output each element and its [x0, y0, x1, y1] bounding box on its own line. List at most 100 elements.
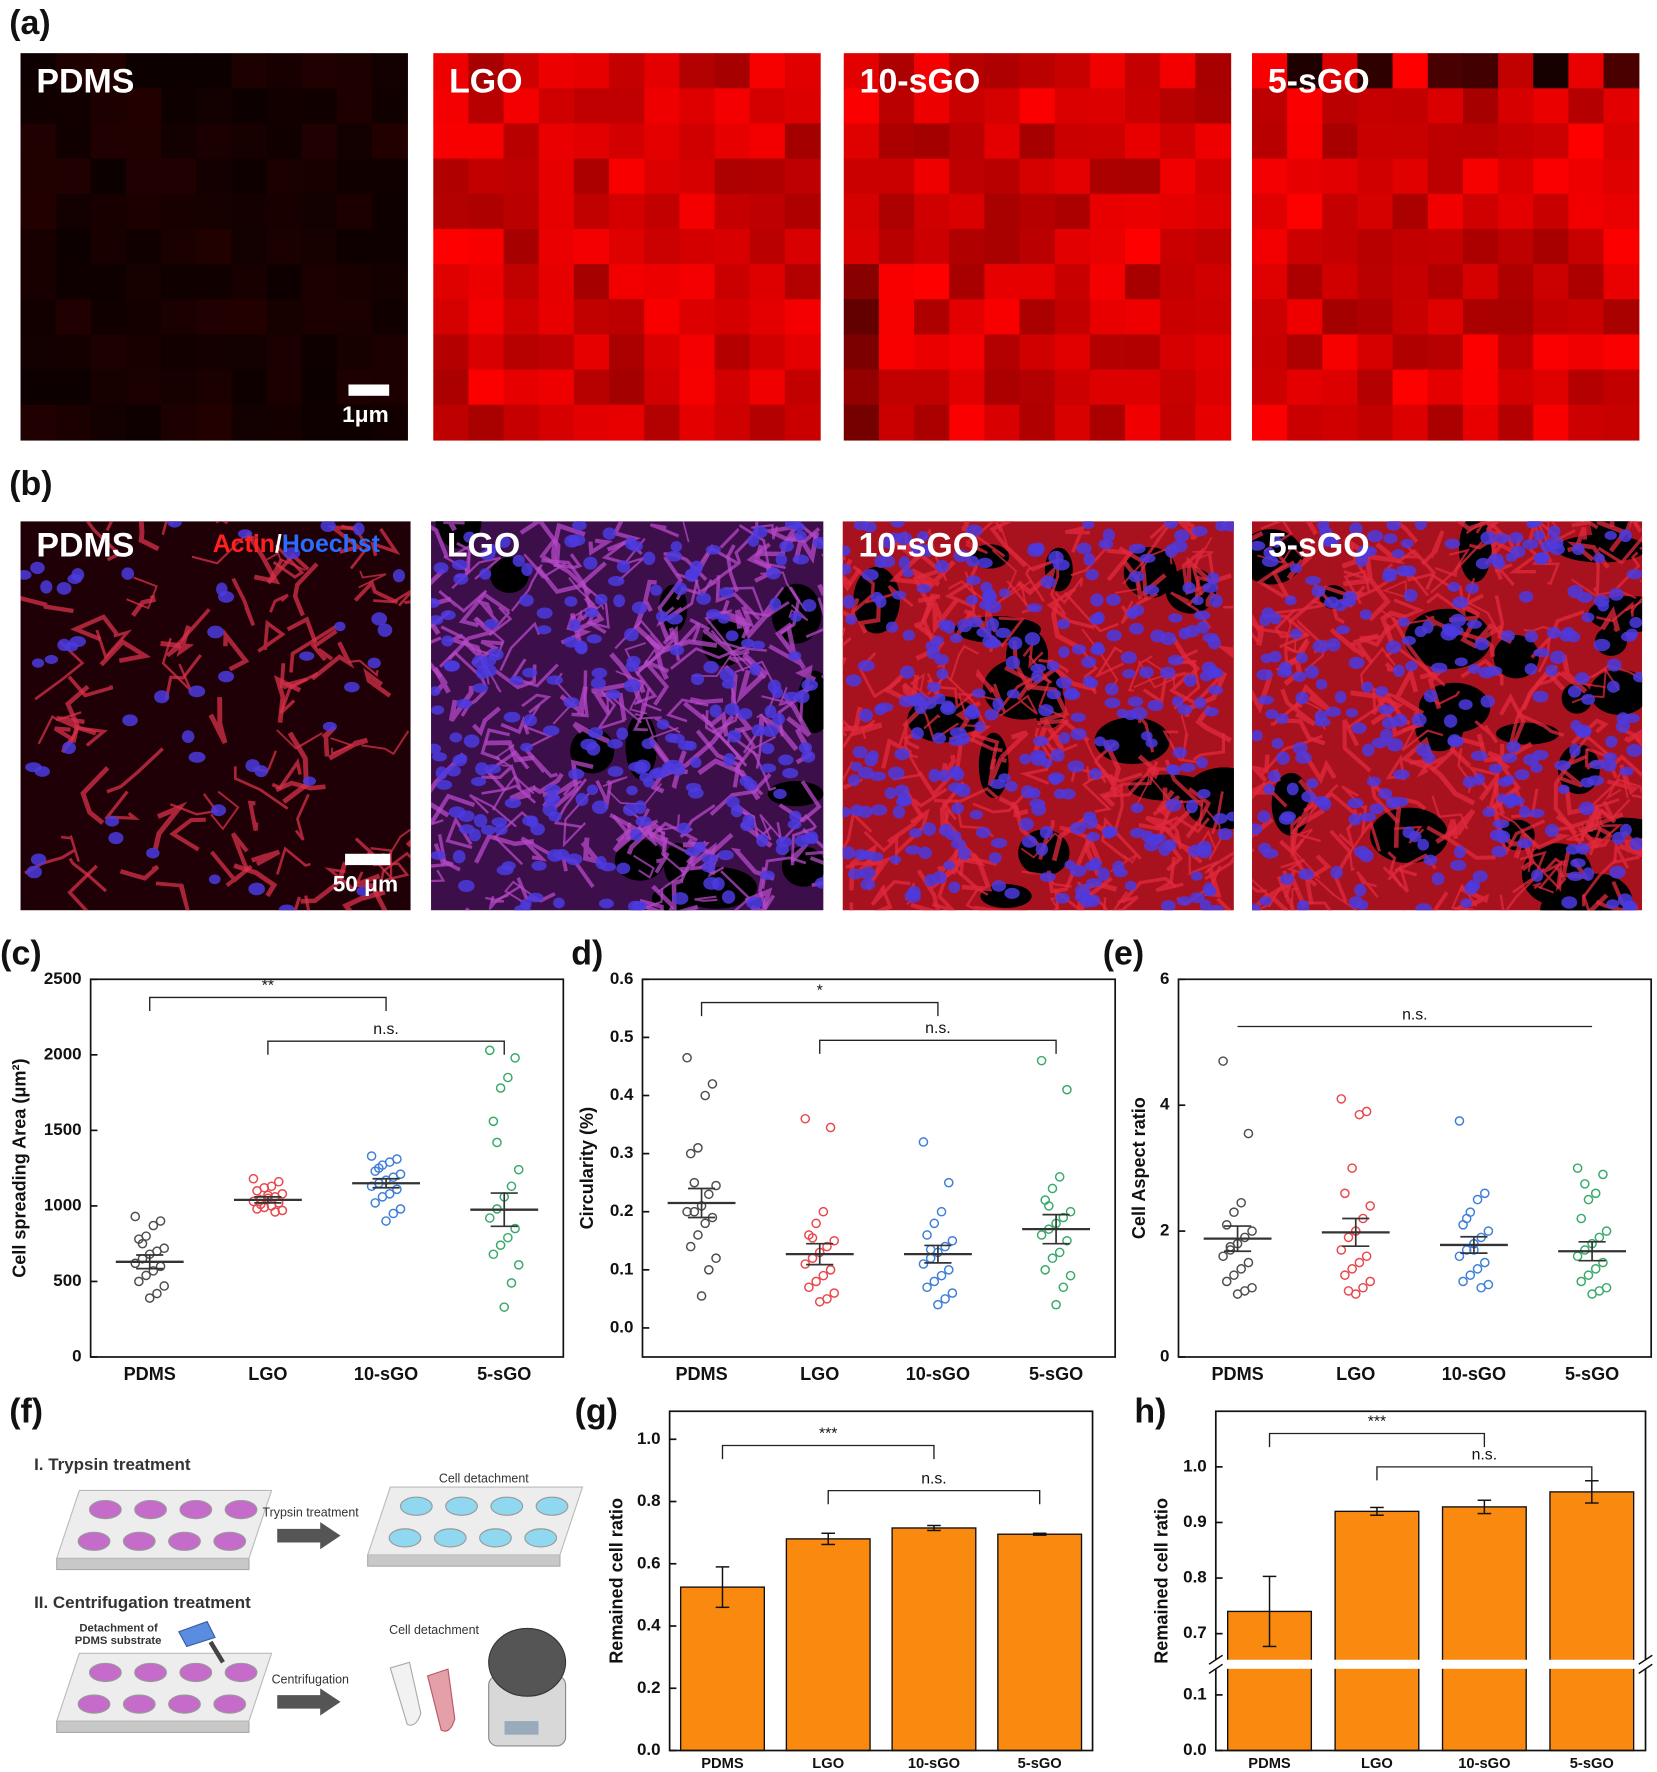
well	[179, 1662, 213, 1683]
nucleus	[630, 828, 643, 841]
nucleus	[949, 765, 962, 778]
nucleus	[1385, 796, 1401, 809]
nucleus	[643, 777, 655, 788]
nucleus	[1581, 612, 1595, 623]
pixel-block	[749, 334, 786, 371]
nucleus	[1313, 796, 1330, 807]
nucleus	[1050, 748, 1065, 762]
nucleus	[936, 668, 949, 680]
nucleus	[441, 635, 454, 647]
nucleus	[706, 609, 721, 620]
nucleus	[591, 667, 608, 679]
well	[122, 1694, 156, 1714]
actin-strand	[1424, 614, 1446, 629]
nucleus	[853, 521, 869, 531]
nucleus	[471, 655, 488, 669]
nucleus	[616, 862, 631, 875]
nucleus	[1405, 660, 1418, 672]
pixel-block	[55, 369, 92, 406]
actin-strand	[1192, 537, 1214, 560]
nucleus	[762, 724, 779, 737]
nucleus	[842, 563, 852, 576]
pixel-block	[609, 88, 645, 125]
data-point	[488, 1249, 499, 1260]
pixel-block	[1054, 123, 1091, 160]
pixel-block	[1089, 193, 1126, 230]
actin-strand	[509, 785, 537, 802]
arrow	[277, 1688, 341, 1716]
nucleus	[789, 810, 802, 822]
actin-strand	[1596, 521, 1629, 553]
plate-side	[56, 1557, 250, 1571]
pixel-block	[1322, 299, 1359, 336]
pixel-block	[126, 404, 162, 441]
nucleus	[503, 711, 521, 723]
actin-strand	[521, 693, 552, 714]
nucleus	[1612, 831, 1625, 845]
nucleus	[721, 679, 736, 689]
actin-strand	[276, 846, 311, 875]
substrate-piece	[178, 1620, 216, 1648]
actin-strand	[431, 833, 454, 868]
nucleus	[1192, 596, 1204, 606]
actin-strand	[494, 744, 515, 767]
nucleus	[916, 583, 932, 594]
nucleus	[1202, 582, 1219, 593]
actin-strand	[1251, 754, 1270, 783]
nucleus	[1292, 671, 1307, 682]
nucleus	[894, 784, 910, 798]
pixel-block	[1357, 404, 1394, 441]
significance-bracket	[721, 1444, 935, 1460]
actin-strand	[817, 583, 824, 597]
nucleus	[857, 659, 875, 672]
pixel-block	[161, 334, 197, 371]
actin-strand	[1118, 546, 1149, 600]
x-tick-label: LGO	[248, 1364, 287, 1384]
pixel-block	[949, 299, 986, 336]
pixel-block	[468, 228, 505, 265]
nucleus	[806, 831, 819, 845]
actin-strand	[1049, 897, 1060, 911]
pixel-block	[126, 53, 162, 89]
data-point	[825, 1122, 836, 1133]
pixel-block	[161, 193, 197, 230]
actin-strand	[210, 790, 240, 831]
centrifuge-display	[504, 1721, 539, 1735]
actin-strand	[166, 608, 211, 658]
plot-frame	[1177, 978, 1653, 1358]
nucleus	[344, 681, 360, 693]
nucleus	[572, 521, 587, 531]
actin-strand	[1142, 671, 1187, 705]
scale-bar-label: 50 μm	[333, 871, 398, 896]
pixel-block	[914, 264, 950, 300]
nucleus	[1177, 704, 1193, 716]
pixel-block	[949, 228, 986, 265]
pixel-block	[843, 123, 880, 160]
data-point	[1343, 1286, 1354, 1296]
nucleus	[775, 836, 793, 848]
nucleus	[975, 826, 991, 839]
nucleus	[885, 621, 899, 633]
pixel-block	[55, 53, 92, 89]
nucleus	[548, 811, 562, 822]
nucleus	[1301, 790, 1317, 803]
pixel-block	[1054, 334, 1091, 371]
actin-strand	[289, 625, 337, 673]
actin-strand	[991, 549, 1033, 601]
pixel-block	[1498, 404, 1534, 441]
nucleus	[902, 568, 914, 578]
actin-strand	[276, 729, 323, 750]
nucleus	[1558, 784, 1570, 795]
nucleus	[1191, 525, 1208, 537]
panel-label: (a)	[9, 4, 50, 42]
nucleus	[1587, 775, 1605, 786]
actin-strand	[645, 718, 679, 739]
actin-strand	[37, 711, 82, 745]
pixel-block	[1019, 53, 1056, 89]
actin-strand	[432, 666, 451, 695]
pixel-block	[878, 123, 915, 160]
nucleus	[801, 679, 819, 691]
pixel-block	[1533, 53, 1570, 89]
nucleus	[766, 567, 781, 580]
actin-strand	[719, 527, 740, 549]
